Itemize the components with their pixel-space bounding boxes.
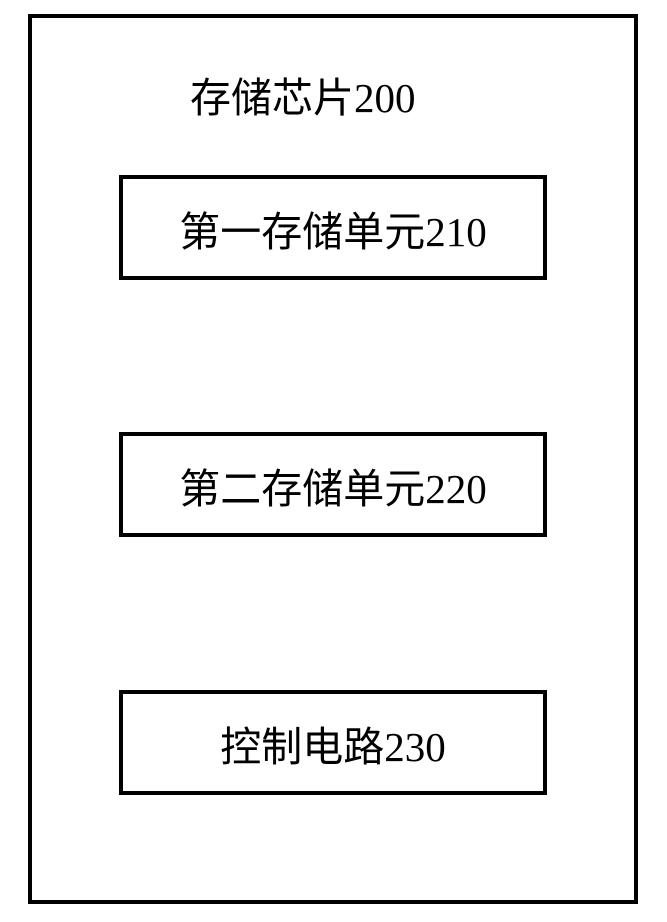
block-control-circuit: 控制电路230 bbox=[119, 690, 547, 795]
block-label: 第二存储单元220 bbox=[179, 455, 487, 515]
diagram-title: 存储芯片200 bbox=[190, 64, 416, 124]
block-first-storage-unit: 第一存储单元210 bbox=[119, 175, 547, 280]
block-second-storage-unit: 第二存储单元220 bbox=[119, 432, 547, 537]
block-label: 控制电路230 bbox=[220, 713, 446, 773]
block-label: 第一存储单元210 bbox=[179, 198, 487, 258]
